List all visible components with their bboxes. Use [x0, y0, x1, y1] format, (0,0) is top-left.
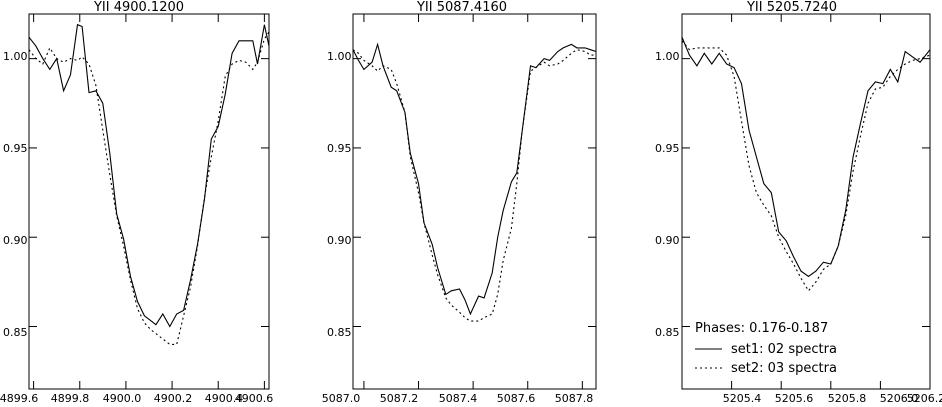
panel-1-title: YII 4900.1200	[93, 0, 184, 15]
panel-3-ytick-label: 0.95	[655, 142, 680, 155]
panel-2-x-tick-labels: 5087.0 5087.2 5087.4 5087.6 5087.8	[322, 392, 594, 405]
panel-1-axes-frame	[28, 13, 270, 390]
panel-2-xtick-label: 5087.8	[555, 392, 594, 405]
legend: set1: 02 spectra set2: 03 spectra	[695, 342, 837, 376]
panel-1-series-set2-line	[28, 31, 270, 345]
phases-annotation: Phases: 0.176-0.187	[695, 321, 828, 336]
panel-3-series-set1-line	[681, 36, 931, 278]
panel-2-xtick-label: 5087.2	[380, 392, 419, 405]
panel-3-xtick-label: 5205.8	[828, 392, 867, 405]
panel-1-xtick-label: 4900.0	[103, 392, 142, 405]
panel-1-ytick-label: 0.85	[3, 326, 28, 339]
panel-1-series-set1-line	[28, 23, 270, 328]
panel-3-xtick-label: 5206.0	[880, 392, 919, 405]
panel-3: YII 5205.7240 0.85 0.90 0.95 1.00 5205.4…	[655, 0, 942, 405]
panel-2-ytick-label: 0.85	[327, 326, 352, 339]
panel-2: YII 5087.4160 0.85 0.90 0.95 1.00 5087.0…	[322, 0, 597, 405]
panel-2-axes-frame	[352, 13, 597, 390]
panel-1-y-tick-labels: 0.85 0.90 0.95 1.00	[3, 50, 28, 339]
panel-2-series-set1-line	[352, 42, 597, 316]
panel-1-xtick-label: 4899.8	[51, 392, 90, 405]
panel-1-xtick-label: 4899.6	[0, 392, 38, 405]
panel-1-ytick-label: 0.90	[3, 234, 28, 247]
panel-1-ytick-label: 0.95	[3, 142, 28, 155]
legend-label-set2: set2: 03 spectra	[731, 361, 837, 376]
legend-label-set1: set1: 02 spectra	[731, 342, 837, 357]
panel-2-xtick-label: 5087.6	[497, 392, 536, 405]
panel-2-xtick-label: 5087.4	[439, 392, 478, 405]
panel-1-xtick-label: 4900.2	[154, 392, 193, 405]
panel-3-ytick-label: 0.85	[655, 326, 680, 339]
panel-3-ytick-label: 1.00	[655, 50, 680, 63]
panel-2-title: YII 5087.4160	[416, 0, 507, 15]
panel-2-xtick-label: 5087.0	[322, 392, 361, 405]
panel-1-xtick-label: 4900.6	[235, 392, 274, 405]
panel-3-ytick-label: 0.90	[655, 234, 680, 247]
panel-2-ytick-label: 0.95	[327, 142, 352, 155]
panel-3-x-tick-labels: 5205.4 5205.6 5205.8 5206.0 5206.2	[723, 392, 942, 405]
panel-1-x-tick-labels: 4899.6 4899.8 4900.0 4900.2 4900.4 4900.…	[0, 392, 273, 405]
panel-3-xtick-label: 5206.2	[907, 392, 942, 405]
panel-2-ytick-label: 0.90	[327, 234, 352, 247]
panel-3-axes-frame	[681, 13, 931, 390]
panel-3-xtick-label: 5205.6	[775, 392, 814, 405]
panel-2-ytick-label: 1.00	[327, 50, 352, 63]
panel-3-title: YII 5205.7240	[746, 0, 837, 15]
panel-1-ytick-label: 1.00	[3, 50, 28, 63]
panel-3-y-tick-labels: 0.85 0.90 0.95 1.00	[655, 50, 680, 339]
panel-3-xtick-label: 5205.4	[723, 392, 762, 405]
panel-2-y-tick-labels: 0.85 0.90 0.95 1.00	[327, 50, 352, 339]
panel-1: YII 4900.1200 0.85 0.90 0.95 1.00 4899.6…	[0, 0, 273, 405]
panel-3-series-set2-line	[681, 40, 931, 292]
panel-1-xtick-label: 4900.4	[205, 392, 244, 405]
